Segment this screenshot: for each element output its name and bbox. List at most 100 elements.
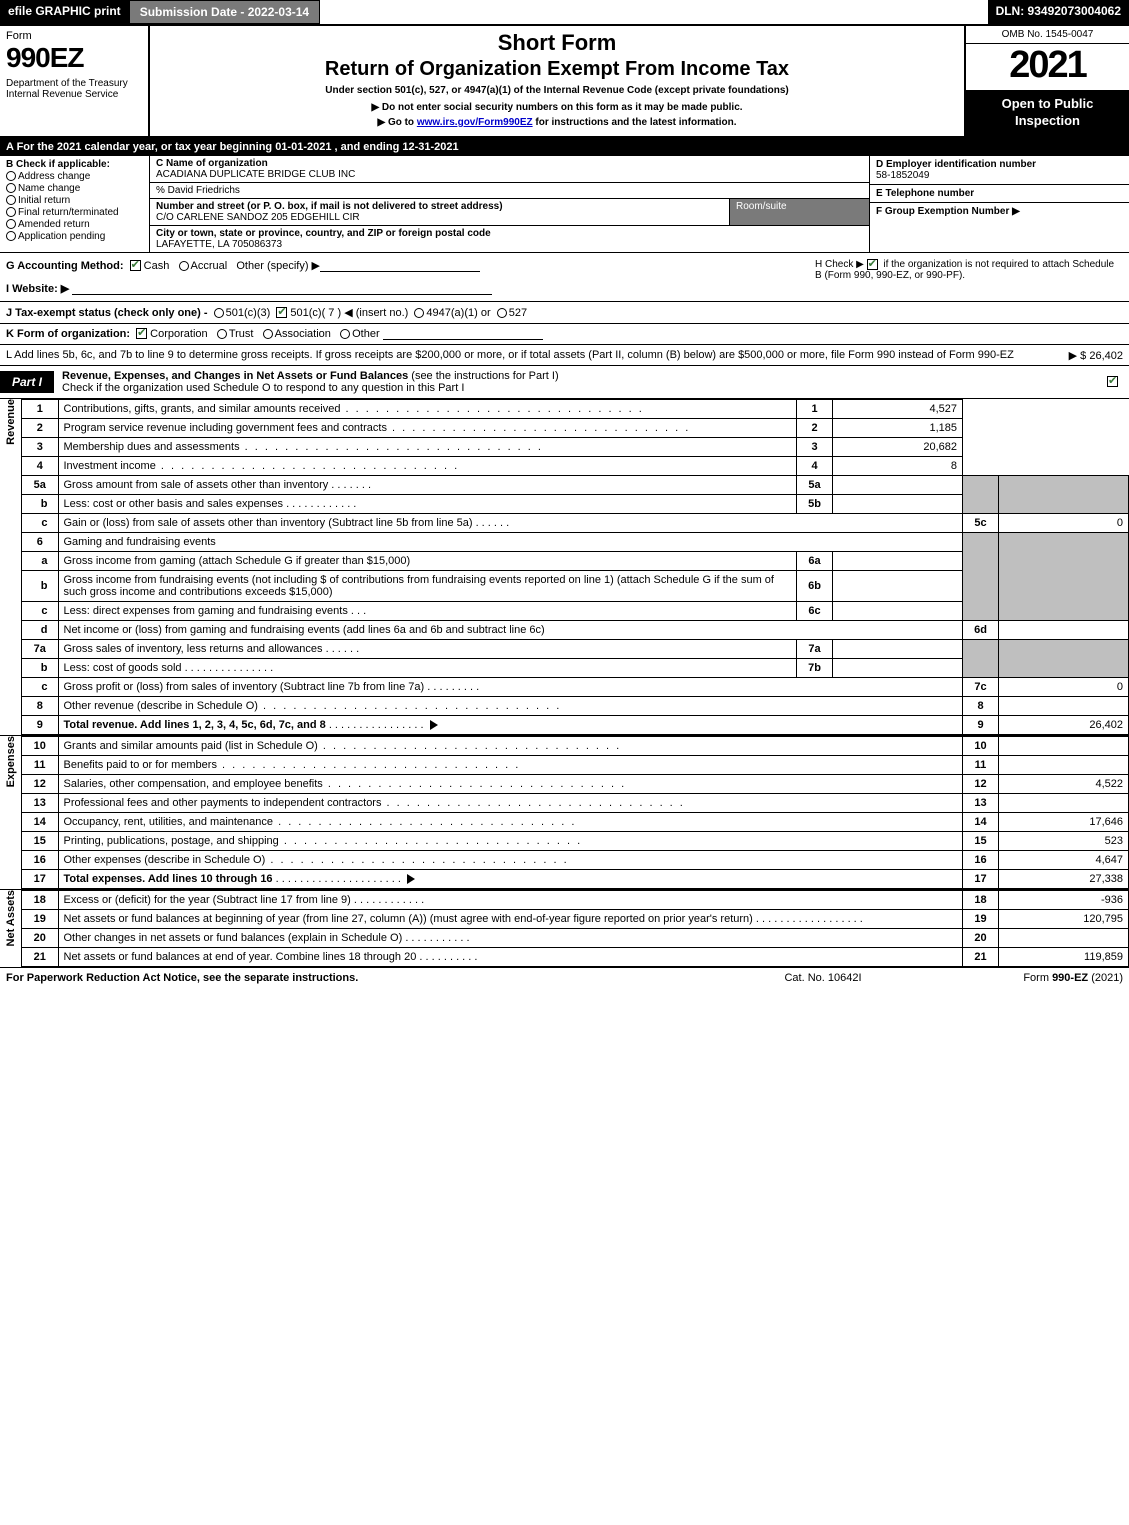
netassets-section: Net Assets 18Excess or (deficit) for the…	[0, 890, 1129, 968]
chk-schedule-o[interactable]	[1107, 376, 1118, 387]
form-number: 990EZ	[6, 42, 142, 74]
chk-4947[interactable]	[414, 308, 424, 318]
part1-tab: Part I	[0, 371, 54, 393]
line-13: 13Professional fees and other payments t…	[22, 793, 1129, 812]
org-name: ACADIANA DUPLICATE BRIDGE CLUB INC	[156, 169, 355, 180]
line-9: 9Total revenue. Add lines 1, 2, 3, 4, 5c…	[22, 715, 1129, 734]
line-17: 17Total expenses. Add lines 10 through 1…	[22, 869, 1129, 888]
footer-center: Cat. No. 10642I	[723, 972, 923, 984]
line-18: 18Excess or (deficit) for the year (Subt…	[22, 890, 1129, 909]
chk-schedule-b[interactable]	[867, 259, 878, 270]
arrow-icon	[430, 720, 438, 730]
line-12: 12Salaries, other compensation, and empl…	[22, 774, 1129, 793]
box-b-header: B Check if applicable:	[6, 159, 110, 170]
part1-checkbox-cell	[1099, 376, 1129, 388]
chk-501c[interactable]	[276, 307, 287, 318]
open-to-public: Open to Public Inspection	[966, 90, 1129, 136]
header-center: Short Form Return of Organization Exempt…	[150, 26, 964, 136]
part1-sub: Check if the organization used Schedule …	[62, 382, 464, 394]
line-5c: cGain or (loss) from sale of assets othe…	[22, 513, 1129, 532]
line-3: 3Membership dues and assessments320,682	[22, 437, 1129, 456]
chk-527[interactable]	[497, 308, 507, 318]
footer-right: Form 990-EZ (2021)	[923, 972, 1123, 984]
form-word: Form	[6, 30, 142, 42]
section-a: A For the 2021 calendar year, or tax yea…	[0, 138, 1129, 156]
header-right: OMB No. 1545-0047 2021 Open to Public In…	[964, 26, 1129, 136]
street-value: C/O CARLENE SANDOZ 205 EDGEHILL CIR	[156, 212, 360, 223]
line-21: 21Net assets or fund balances at end of …	[22, 947, 1129, 966]
line-6d: dNet income or (loss) from gaming and fu…	[22, 620, 1129, 639]
part1-header: Part I Revenue, Expenses, and Changes in…	[0, 366, 1129, 399]
k-row: K Form of organization: Corporation Trus…	[0, 324, 1129, 345]
ein-label: D Employer identification number	[876, 159, 1036, 170]
page-footer: For Paperwork Reduction Act Notice, see …	[0, 968, 1129, 988]
line-19: 19Net assets or fund balances at beginni…	[22, 909, 1129, 928]
g-h-row: G Accounting Method: Cash Accrual Other …	[0, 253, 1129, 302]
l-row: L Add lines 5b, 6c, and 7b to line 9 to …	[0, 345, 1129, 366]
line-20: 20Other changes in net assets or fund ba…	[22, 928, 1129, 947]
ein-value: 58-1852049	[876, 170, 929, 181]
chk-other-org[interactable]	[340, 329, 350, 339]
header-left: Form 990EZ Department of the Treasury In…	[0, 26, 150, 136]
revenue-section: Revenue 1Contributions, gifts, grants, a…	[0, 399, 1129, 736]
part1-title: Revenue, Expenses, and Changes in Net As…	[54, 366, 1099, 398]
street-label: Number and street (or P. O. box, if mail…	[156, 201, 723, 212]
goto-post: for instructions and the latest informat…	[533, 117, 737, 128]
k-label: K Form of organization:	[6, 328, 130, 340]
omb-number: OMB No. 1545-0047	[966, 26, 1129, 44]
line-14: 14Occupancy, rent, utilities, and mainte…	[22, 812, 1129, 831]
other-specify-input[interactable]	[320, 260, 480, 272]
line-4: 4Investment income48	[22, 456, 1129, 475]
line-7a: 7aGross sales of inventory, less returns…	[22, 639, 1129, 658]
submission-date: Submission Date - 2022-03-14	[129, 0, 320, 24]
tel-row: E Telephone number	[870, 185, 1129, 203]
chk-corporation[interactable]	[136, 328, 147, 339]
chk-accrual[interactable]	[179, 261, 189, 271]
netassets-vlabel: Net Assets	[0, 890, 22, 967]
tax-year: 2021	[966, 44, 1129, 90]
g-label: G Accounting Method:	[6, 260, 124, 272]
footer-left: For Paperwork Reduction Act Notice, see …	[6, 972, 723, 984]
line-16: 16Other expenses (describe in Schedule O…	[22, 850, 1129, 869]
chk-trust[interactable]	[217, 329, 227, 339]
ein-row: D Employer identification number 58-1852…	[870, 156, 1129, 185]
other-org-input[interactable]	[383, 328, 543, 340]
line-15: 15Printing, publications, postage, and s…	[22, 831, 1129, 850]
return-title: Return of Organization Exempt From Incom…	[156, 58, 958, 81]
chk-initial-return[interactable]: Initial return	[6, 195, 143, 206]
under-section: Under section 501(c), 527, or 4947(a)(1)…	[156, 85, 958, 96]
website-input[interactable]	[72, 283, 492, 295]
box-d: D Employer identification number 58-1852…	[869, 156, 1129, 252]
group-label: F Group Exemption Number ▶	[876, 206, 1020, 217]
efile-label[interactable]: efile GRAPHIC print	[0, 0, 129, 24]
chk-501c3[interactable]	[214, 308, 224, 318]
goto-pre: ▶ Go to	[377, 117, 416, 128]
chk-name-change[interactable]: Name change	[6, 183, 143, 194]
box-b: B Check if applicable: Address change Na…	[0, 156, 150, 252]
pct-row: % David Friedrichs	[150, 183, 869, 199]
department-label: Department of the Treasury Internal Reve…	[6, 78, 142, 100]
chk-address-change[interactable]: Address change	[6, 171, 143, 182]
tel-label: E Telephone number	[876, 188, 974, 199]
revenue-table: 1Contributions, gifts, grants, and simil…	[22, 399, 1129, 735]
l-text: L Add lines 5b, 6c, and 7b to line 9 to …	[6, 349, 1014, 361]
city-label: City or town, state or province, country…	[156, 228, 491, 239]
goto-note: ▶ Go to www.irs.gov/Form990EZ for instru…	[156, 117, 958, 128]
short-form-title: Short Form	[156, 30, 958, 56]
org-name-row: C Name of organization ACADIANA DUPLICAT…	[150, 156, 869, 183]
chk-cash[interactable]	[130, 260, 141, 271]
chk-amended-return[interactable]: Amended return	[6, 219, 143, 230]
line-11: 11Benefits paid to or for members11	[22, 755, 1129, 774]
box-c: C Name of organization ACADIANA DUPLICAT…	[150, 156, 869, 252]
chk-final-return[interactable]: Final return/terminated	[6, 207, 143, 218]
revenue-vlabel: Revenue	[0, 399, 22, 735]
chk-association[interactable]	[263, 329, 273, 339]
room-suite: Room/suite	[729, 199, 869, 225]
line-8: 8Other revenue (describe in Schedule O)8	[22, 696, 1129, 715]
line-1: 1Contributions, gifts, grants, and simil…	[22, 399, 1129, 418]
pct-name: % David Friedrichs	[156, 185, 240, 196]
city-value: LAFAYETTE, LA 705086373	[156, 239, 282, 250]
irs-link[interactable]: www.irs.gov/Form990EZ	[417, 117, 533, 128]
chk-application-pending[interactable]: Application pending	[6, 231, 143, 242]
line-5a: 5aGross amount from sale of assets other…	[22, 475, 1129, 494]
